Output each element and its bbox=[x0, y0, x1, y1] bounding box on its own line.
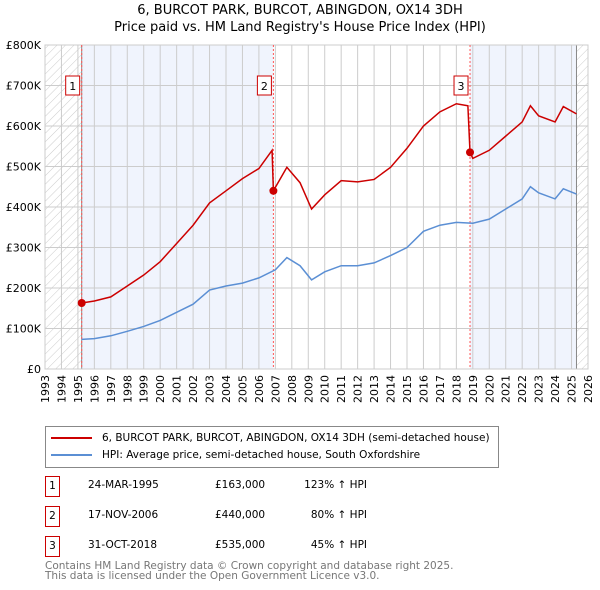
x-tick-label: 1995 bbox=[72, 375, 85, 403]
legend-red-line bbox=[51, 437, 92, 439]
x-tick-label: 1997 bbox=[105, 375, 118, 403]
sale-date: 17-NOV-2006 bbox=[88, 509, 159, 521]
sale-label: 2 bbox=[261, 80, 268, 93]
x-tick-label: 1993 bbox=[39, 375, 52, 403]
x-tick-label: 2003 bbox=[204, 375, 217, 403]
sale-hpi: 45% ↑ HPI bbox=[310, 539, 367, 551]
sale-label-box bbox=[65, 75, 81, 96]
x-tick-label: 2020 bbox=[483, 375, 496, 403]
x-tick-label: 2000 bbox=[154, 375, 167, 403]
sale-number: 1 bbox=[45, 476, 60, 497]
x-tick-label: 1999 bbox=[138, 375, 151, 403]
sale-label-box bbox=[256, 75, 272, 96]
sale-point bbox=[77, 298, 86, 307]
x-tick-label: 2026 bbox=[582, 375, 595, 403]
sale-label-box bbox=[453, 75, 469, 96]
x-tick-label: 2009 bbox=[302, 375, 315, 403]
sale-label: 1 bbox=[69, 80, 76, 93]
x-tick-label: 2024 bbox=[549, 375, 562, 403]
x-tick-label: 2005 bbox=[236, 375, 249, 403]
y-tick-label: £600K bbox=[6, 120, 42, 133]
x-tick-label: 2007 bbox=[269, 375, 282, 403]
x-tick-label: 2016 bbox=[417, 375, 430, 403]
sale-number: 2 bbox=[45, 506, 60, 527]
sale-price: £163,000 bbox=[215, 479, 266, 491]
x-tick-label: 2019 bbox=[467, 375, 480, 403]
x-tick-label: 2014 bbox=[385, 375, 398, 403]
sale-point bbox=[466, 148, 475, 157]
x-tick-label: 2011 bbox=[335, 375, 348, 403]
x-tick-label: 2023 bbox=[533, 375, 546, 403]
sale-date: 31-OCT-2018 bbox=[88, 539, 157, 551]
x-tick-label: 2015 bbox=[401, 375, 414, 403]
x-tick-label: 1996 bbox=[88, 375, 101, 403]
chart-title: 6, BURCOT PARK, BURCOT, ABINGDON, OX14 3… bbox=[137, 3, 463, 18]
hpi-line bbox=[81, 185, 577, 341]
price-chart: 1993 1994 1995 1996 1997 1998 1999 2000 2001 2002… bbox=[6, 39, 595, 403]
sale-price: £440,000 bbox=[215, 509, 266, 521]
x-tick-label: 2004 bbox=[220, 375, 233, 403]
legend-hpi: HPI: Average price, semi-detached house,… bbox=[102, 449, 421, 461]
legend-blue-line bbox=[51, 454, 92, 456]
y-tick-label: £0 bbox=[27, 363, 41, 376]
y-tick-label: £100K bbox=[6, 323, 42, 336]
sale-hpi: 123% ↑ HPI bbox=[304, 479, 367, 491]
y-tick-label: £700K bbox=[6, 80, 42, 93]
y-tick-label: £400K bbox=[6, 201, 42, 214]
sale-number: 3 bbox=[45, 536, 60, 557]
sale-date: 24-MAR-1995 bbox=[88, 479, 159, 491]
sale-point bbox=[269, 186, 278, 195]
x-tick-label: 2025 bbox=[566, 375, 579, 403]
x-tick-label: 2008 bbox=[286, 375, 299, 403]
x-tick-label: 2002 bbox=[187, 375, 200, 403]
footer-line2: This data is licensed under the Open Gov… bbox=[45, 570, 380, 582]
x-tick-label: 2021 bbox=[500, 375, 513, 403]
property-price-line bbox=[81, 102, 577, 304]
x-tick-label: 2017 bbox=[434, 375, 447, 403]
legend-property: 6, BURCOT PARK, BURCOT, ABINGDON, OX14 3… bbox=[102, 432, 490, 444]
y-tick-label: £800K bbox=[6, 39, 42, 52]
x-tick-label: 1994 bbox=[55, 375, 68, 403]
x-tick-label: 1998 bbox=[121, 375, 134, 403]
x-tick-label: 2013 bbox=[368, 375, 381, 403]
chart-subtitle: Price paid vs. HM Land Registry's House … bbox=[114, 20, 486, 35]
x-tick-label: 2012 bbox=[352, 375, 365, 403]
x-tick-label: 2001 bbox=[171, 375, 184, 403]
y-tick-label: £200K bbox=[6, 282, 42, 295]
sale-hpi: 80% ↑ HPI bbox=[310, 509, 367, 521]
y-tick-label: £500K bbox=[6, 161, 42, 174]
legend: 6, BURCOT PARK, BURCOT, ABINGDON, OX14 3… bbox=[45, 426, 499, 468]
x-tick-label: 2010 bbox=[319, 375, 332, 403]
x-tick-label: 2006 bbox=[253, 375, 266, 403]
footer-line1: Contains HM Land Registry data © Crown c… bbox=[45, 560, 454, 572]
x-tick-label: 2022 bbox=[516, 375, 529, 403]
footer: Contains HM Land Registry data © Crown c… bbox=[45, 560, 454, 582]
x-tick-label: 2018 bbox=[450, 375, 463, 403]
sale-price: £535,000 bbox=[215, 539, 266, 551]
y-tick-label: £300K bbox=[6, 242, 42, 255]
sale-label: 3 bbox=[458, 80, 465, 93]
plot-border bbox=[44, 44, 589, 370]
